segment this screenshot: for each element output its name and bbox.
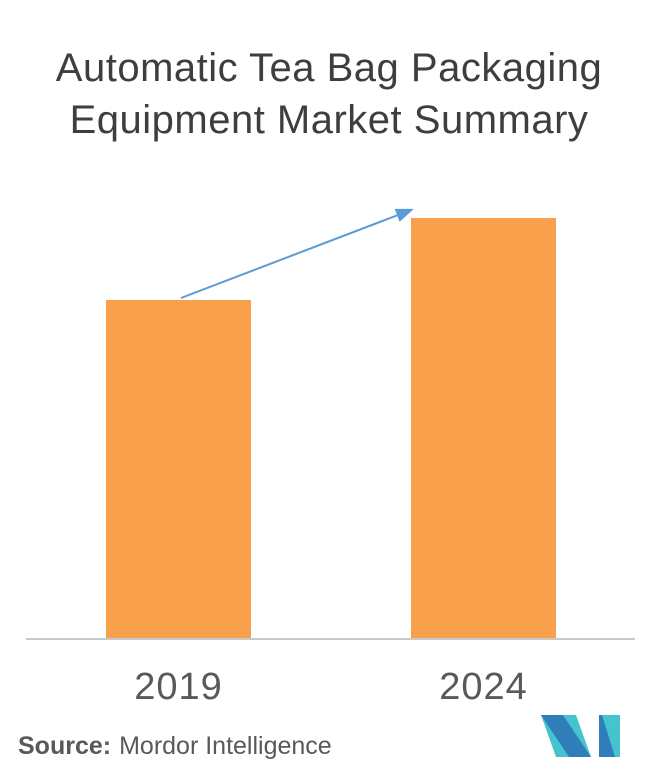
source-value: Mordor Intelligence — [119, 732, 332, 760]
logo-m-blue-stripe — [541, 715, 591, 757]
x-tick-label-2019: 2019 — [134, 666, 223, 708]
chart-title: Automatic Tea Bag Packaging Equipment Ma… — [0, 42, 658, 146]
mordor-intelligence-logo — [541, 715, 620, 757]
source-label: Source: — [18, 732, 112, 760]
chart-title-line1: Automatic Tea Bag Packaging — [55, 46, 603, 90]
logo-i-blue-stripe — [599, 715, 615, 757]
bar-2019 — [106, 300, 251, 639]
x-tick-label-2024: 2024 — [439, 666, 528, 708]
chart-title-line2: Equipment Market Summary — [69, 98, 589, 142]
source-attribution: Source: Mordor Intelligence — [18, 731, 332, 761]
bar-2024 — [411, 218, 556, 639]
trend-line — [180, 208, 414, 299]
x-axis-line — [26, 638, 635, 640]
